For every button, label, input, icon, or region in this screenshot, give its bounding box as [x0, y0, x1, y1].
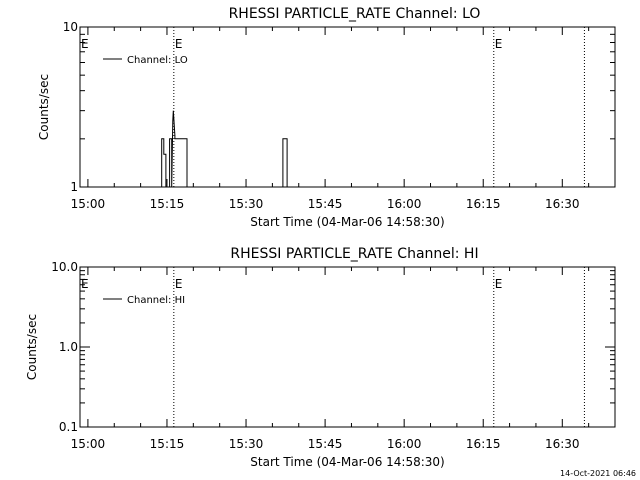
x-tick-label: 15:15 [150, 437, 185, 451]
x-tick-label: 15:45 [308, 197, 343, 211]
x-tick-label: 15:45 [308, 437, 343, 451]
chart-panel-0: RHESSI PARTICLE_RATE Channel: LO 15:00 15:… [37, 6, 616, 229]
x-tick-label: 16:00 [387, 197, 422, 211]
x-tick-label: 16:15 [466, 197, 501, 211]
x-tick-label: 15:15 [150, 197, 185, 211]
chart-panel-1: RHESSI PARTICLE_RATE Channel: HI 15:00 15:… [25, 246, 616, 469]
event-marker-label: E [175, 277, 183, 291]
x-tick-label: 16:00 [387, 437, 422, 451]
y-tick-label: 1 [70, 180, 78, 194]
y-axis-label: Counts/sec [25, 314, 39, 380]
chart-title: RHESSI PARTICLE_RATE Channel: LO [229, 6, 481, 22]
plot-frame [79, 266, 616, 428]
y-tick-label: 0.1 [59, 420, 78, 434]
event-marker-label: E [495, 37, 503, 51]
chart-title: RHESSI PARTICLE_RATE Channel: HI [230, 246, 478, 262]
y-axis-label: Counts/sec [37, 74, 51, 140]
x-tick-label: 15:00 [71, 437, 106, 451]
event-marker-label: E [175, 37, 183, 51]
x-tick-label: 16:30 [545, 197, 580, 211]
x-tick-label: 15:30 [229, 197, 264, 211]
legend-label: Channel: HI [127, 295, 185, 306]
event-marker-label-left: E [81, 37, 89, 51]
series-line [161, 110, 288, 188]
x-tick-label: 15:00 [71, 197, 106, 211]
plot-frame [79, 26, 616, 188]
event-marker-label-left: E [81, 277, 89, 291]
y-tick-label: 10 [63, 20, 78, 34]
event-marker-label: E [495, 277, 503, 291]
x-axis-label: Start Time (04-Mar-06 14:58:30) [250, 215, 444, 229]
x-axis-label: Start Time (04-Mar-06 14:58:30) [250, 455, 444, 469]
legend-label: Channel: LO [127, 55, 188, 66]
x-tick-label: 16:15 [466, 437, 501, 451]
x-tick-label: 16:30 [545, 437, 580, 451]
footer-timestamp: 14-Oct-2021 06:46 [560, 469, 636, 478]
x-tick-label: 15:30 [229, 437, 264, 451]
y-tick-label: 10.0 [51, 260, 78, 274]
y-tick-label: 1.0 [59, 340, 78, 354]
